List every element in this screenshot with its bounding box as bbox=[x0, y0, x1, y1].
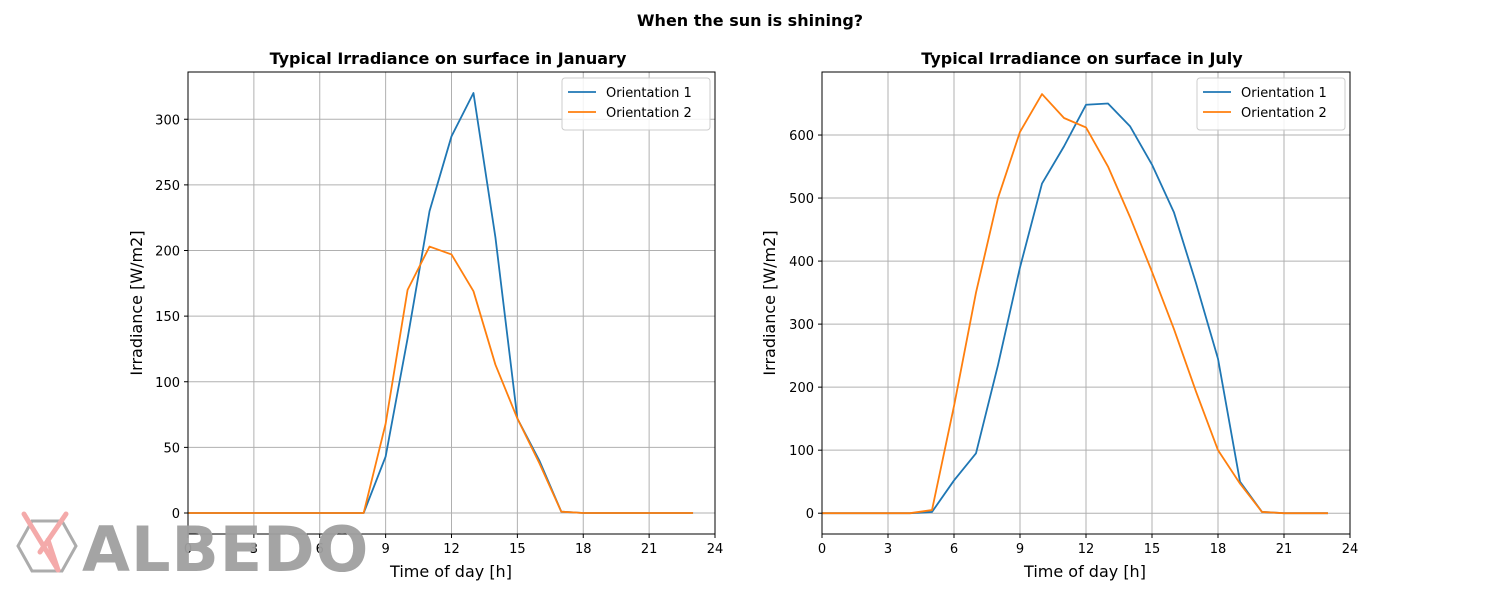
series-line-2 bbox=[188, 245, 694, 514]
y-tick-label: 150 bbox=[155, 310, 180, 325]
legend: Orientation 1 Orientation 2 bbox=[1196, 77, 1346, 131]
y-tick-label: 250 bbox=[155, 179, 180, 194]
x-axis-label: Time of day [h] bbox=[389, 562, 512, 581]
x-tick-label: 6 bbox=[950, 542, 958, 557]
y-tick-label: 0 bbox=[172, 507, 180, 522]
y-tick-label: 300 bbox=[155, 113, 180, 128]
y-tick-label: 0 bbox=[806, 507, 814, 522]
x-tick-label: 6 bbox=[316, 542, 324, 557]
x-tick-label: 3 bbox=[884, 542, 892, 557]
legend-label: Orientation 1 bbox=[606, 86, 692, 101]
x-tick-label: 3 bbox=[250, 542, 258, 557]
legend-label: Orientation 1 bbox=[1241, 86, 1327, 101]
y-axis-label: Irradiance [W/m2] bbox=[760, 230, 779, 375]
x-tick-label: 21 bbox=[641, 542, 658, 557]
x-tick-label: 15 bbox=[509, 542, 526, 557]
x-tick-label: 9 bbox=[381, 542, 389, 557]
x-tick-label: 21 bbox=[1276, 542, 1293, 557]
series-line-2 bbox=[822, 93, 1328, 515]
x-tick-label: 15 bbox=[1144, 542, 1161, 557]
x-tick-label: 18 bbox=[1210, 542, 1227, 557]
series-line-1 bbox=[822, 102, 1328, 515]
y-axis-label: Irradiance [W/m2] bbox=[127, 230, 146, 375]
grid-lines bbox=[187, 72, 716, 534]
x-tick-label: 24 bbox=[707, 542, 724, 557]
legend: Orientation 1 Orientation 2 bbox=[561, 77, 711, 131]
legend-box bbox=[561, 77, 711, 131]
series-line-1 bbox=[188, 92, 694, 514]
x-tick-label: 18 bbox=[575, 542, 592, 557]
x-tick-label: 0 bbox=[184, 542, 192, 557]
y-tick-label: 600 bbox=[789, 129, 814, 144]
figure-suptitle: When the sun is shining? bbox=[637, 11, 863, 30]
chart-july: Typical Irradiance on surface in July 0 3… bbox=[760, 49, 1358, 581]
legend-label: Orientation 2 bbox=[606, 106, 692, 121]
tick-marks: 0 3 6 9 12 15 18 21 24 0 100 200 300 400 500 600 bbox=[789, 129, 1358, 557]
chart-january: Typical Irradiance on surface in January… bbox=[127, 49, 723, 581]
x-axis-label: Time of day [h] bbox=[1023, 562, 1146, 581]
y-tick-label: 100 bbox=[789, 444, 814, 459]
x-tick-label: 24 bbox=[1342, 542, 1359, 557]
y-tick-label: 300 bbox=[789, 318, 814, 333]
chart-title: Typical Irradiance on surface in July bbox=[921, 49, 1243, 68]
legend-label: Orientation 2 bbox=[1241, 106, 1327, 121]
chart-title: Typical Irradiance on surface in January bbox=[270, 49, 627, 68]
y-tick-label: 100 bbox=[155, 376, 180, 391]
x-tick-label: 12 bbox=[443, 542, 460, 557]
legend-box bbox=[1196, 77, 1346, 131]
y-tick-label: 500 bbox=[789, 192, 814, 207]
y-tick-label: 400 bbox=[789, 255, 814, 270]
logo-text: ALBEDO bbox=[82, 513, 369, 586]
series-layer bbox=[822, 93, 1328, 515]
y-tick-label: 50 bbox=[163, 441, 180, 456]
y-tick-label: 200 bbox=[155, 245, 180, 260]
lightning-icon bbox=[21, 511, 69, 573]
grid-lines bbox=[821, 72, 1351, 534]
series-layer bbox=[188, 92, 694, 514]
x-tick-label: 12 bbox=[1078, 542, 1095, 557]
y-tick-label: 200 bbox=[789, 381, 814, 396]
albedo-logo: ALBEDO bbox=[16, 511, 369, 586]
x-tick-label: 9 bbox=[1016, 542, 1024, 557]
x-tick-label: 0 bbox=[818, 542, 826, 557]
tick-marks: 0 3 6 9 12 15 18 21 24 0 50 100 150 200 250 300 bbox=[155, 113, 723, 557]
